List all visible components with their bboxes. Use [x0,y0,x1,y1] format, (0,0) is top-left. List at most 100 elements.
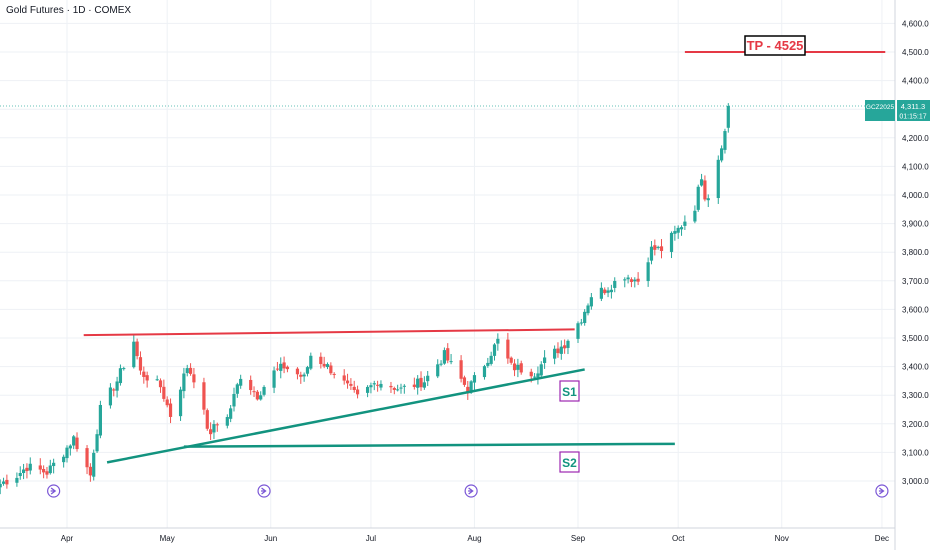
candle [25,463,29,479]
candle [0,479,2,495]
candle [52,458,56,474]
y-tick-label: 3,700.0 [902,277,929,286]
candle [132,335,136,369]
trend-lines[interactable] [0,51,895,464]
candle [372,380,376,391]
price-axis[interactable]: 3,000.0 3,100.0 3,200.0 3,300.0 3,400.0 3,500… [902,19,929,486]
candle [255,390,259,401]
axes [0,0,896,550]
y-tick-label: 4,200.0 [902,134,929,143]
s1-trend-line[interactable] [106,368,585,464]
candle [299,371,303,384]
candle [165,396,169,408]
candle [365,385,370,398]
marker-arrow [261,487,267,495]
candle [609,284,613,299]
candle [599,282,603,302]
candle [369,382,373,394]
y-tick-label: 3,900.0 [902,220,929,229]
s2-label-box [559,451,580,473]
x-tick-label: Nov [775,534,789,543]
candle-body [145,375,149,381]
candle-body [482,366,487,378]
candle-body [516,364,520,370]
time-axis[interactable]: Apr May Jun Jul Aug Sep Oct Nov Dec [61,534,889,543]
candle-body [449,361,453,363]
candle-body [115,381,119,391]
candle [489,351,493,366]
candle [239,374,243,389]
y-tick-label: 3,600.0 [902,305,929,314]
event-arrow-icon[interactable] [875,484,889,498]
x-tick-label: May [160,534,175,543]
candle [249,375,253,395]
candle [389,381,393,393]
event-arrow-icon[interactable] [464,484,478,498]
candle [679,225,684,236]
candle-body [299,374,303,377]
y-tick-label: 4,600.0 [902,19,929,28]
resistance-line[interactable] [83,328,575,337]
candle-body [653,245,657,250]
candle [62,454,66,468]
candle [696,184,700,212]
candle-body [188,367,193,374]
candle-body [606,290,610,293]
candle [1,477,6,486]
candle [723,128,727,154]
s2-support-line[interactable] [183,442,675,448]
candle [28,457,32,475]
candle-body [369,385,373,388]
candle [693,205,697,224]
candle [516,358,520,378]
candle-body [539,364,543,376]
candle [439,360,443,367]
candle-body [72,436,76,446]
y-tick-label: 3,500.0 [902,334,929,343]
candle [649,241,654,265]
candle [506,332,510,364]
candle [75,432,79,452]
candle-body [633,279,637,282]
candle-body [613,280,617,288]
y-tick-label: 3,300.0 [902,391,929,400]
candle [21,463,26,480]
candle-body [232,393,236,407]
symbol-tag-text: GCZ2025 [866,104,895,111]
x-tick-label: Dec [875,534,889,543]
candle-body [349,383,353,386]
candle-body [723,131,727,150]
tp-label-box [744,35,806,56]
s1-label[interactable]: S1 [559,380,580,402]
candle [118,364,123,386]
candle [676,225,680,239]
y-tick-label: 3,100.0 [902,448,929,457]
candle-body [309,355,313,369]
candle-body [342,375,346,381]
event-markers[interactable] [47,484,889,498]
candle-body [25,467,29,472]
y-tick-label: 3,400.0 [902,363,929,372]
event-arrow-icon[interactable] [47,484,61,498]
candle-body [365,386,370,393]
candle-body [372,383,376,385]
candle-body [419,377,423,388]
candle-body [212,424,216,433]
candle [699,173,704,187]
candle [402,384,406,394]
candle [352,380,356,393]
candle [282,356,286,374]
candle-body [275,368,280,370]
candle-body [656,246,660,248]
tp-label[interactable]: TP - 4525 [744,35,806,56]
candle [449,354,453,365]
event-arrow-icon[interactable] [257,484,271,498]
candle [302,372,306,382]
candle [68,444,72,456]
candle [355,385,360,399]
candle-body [629,279,634,282]
candle-body [446,348,450,361]
s2-label[interactable]: S2 [559,451,580,473]
x-tick-label: Sep [571,534,586,543]
